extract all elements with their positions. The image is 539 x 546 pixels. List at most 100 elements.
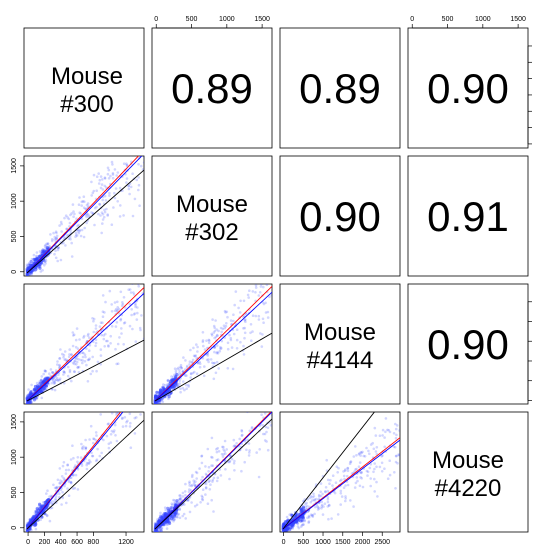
scatter-point xyxy=(63,478,66,482)
scatter-point xyxy=(153,400,157,404)
scatter-point xyxy=(84,447,87,451)
scatter-point xyxy=(361,450,364,454)
scatter-point xyxy=(185,374,188,377)
scatter-point xyxy=(45,514,49,518)
scatter-point xyxy=(58,357,61,360)
scatter-point xyxy=(118,215,122,218)
scatter-point xyxy=(88,438,91,441)
scatter-point xyxy=(365,469,369,473)
scatter-point xyxy=(90,451,93,455)
scatter-point xyxy=(326,505,330,508)
scatter-point xyxy=(244,318,247,321)
scatter-point xyxy=(396,462,399,465)
axis-left_row1: 0 500 1000 1500 xyxy=(11,158,25,274)
scatter-point xyxy=(327,503,331,507)
scatter-point xyxy=(258,291,262,294)
scatter-point xyxy=(311,515,315,518)
scatter-point xyxy=(129,291,133,294)
scatter-point xyxy=(214,371,218,375)
scatter-point xyxy=(324,486,328,489)
scatter-point xyxy=(131,327,134,331)
scatter-point xyxy=(142,161,144,164)
scatter-point xyxy=(216,476,220,480)
scatter-point xyxy=(178,379,181,383)
scatter-point xyxy=(94,431,98,434)
scatter-point xyxy=(240,429,243,432)
scatter-point xyxy=(95,205,98,209)
scatter-point xyxy=(204,493,207,496)
scatter-point xyxy=(238,311,242,314)
scatter-point xyxy=(128,288,132,291)
scatter-point xyxy=(35,381,39,385)
scatter-point xyxy=(306,516,309,520)
scatter-point xyxy=(115,174,118,177)
scatter-point xyxy=(355,467,358,471)
scatter-point xyxy=(135,178,139,182)
tick-label: 1000 xyxy=(11,193,18,209)
scatter-point xyxy=(92,441,95,445)
scatter-point xyxy=(388,459,392,463)
scatter-point xyxy=(120,304,124,308)
scatter-point xyxy=(359,471,362,474)
fit-line-black xyxy=(26,419,144,530)
panel-frame-r2-c3 xyxy=(407,283,529,405)
scatter-point xyxy=(208,488,212,491)
scatter-point xyxy=(201,498,205,502)
scatter-point xyxy=(154,533,157,536)
scatter-point xyxy=(230,346,234,349)
scatter-point xyxy=(335,465,339,469)
scatter-point xyxy=(227,460,230,464)
scatter-point xyxy=(211,480,214,483)
scatter-point xyxy=(74,464,77,467)
scatter-point xyxy=(193,483,196,487)
scatter-point xyxy=(243,331,247,335)
panel-frame-r0-c3 xyxy=(407,27,529,149)
scatter-point xyxy=(43,244,47,248)
scatter-point xyxy=(35,251,39,254)
scatter-point xyxy=(59,479,62,483)
scatter-point xyxy=(187,490,191,494)
scatter-point xyxy=(288,527,292,532)
scatter-point xyxy=(103,184,107,188)
scatter-point xyxy=(166,379,169,382)
scatter-point xyxy=(262,321,265,325)
scatter-point xyxy=(388,473,392,477)
scatter-point xyxy=(238,437,241,441)
scatter-point xyxy=(97,182,101,185)
scatter-point xyxy=(53,486,57,490)
scatter-point xyxy=(232,445,236,448)
scatter-point xyxy=(383,445,387,449)
scatter-point xyxy=(101,198,104,202)
scatter-point xyxy=(128,324,132,328)
scatter-point xyxy=(188,510,192,514)
scatter-point xyxy=(284,520,288,524)
scatter-point xyxy=(76,467,80,471)
scatter-point xyxy=(102,215,106,219)
scatter-point xyxy=(99,175,103,178)
scatter-point xyxy=(68,225,71,228)
scatter-point xyxy=(91,317,94,320)
scatter-point xyxy=(66,374,70,378)
scatter-point xyxy=(220,346,223,350)
scatter-point xyxy=(206,447,210,451)
tick-label: 600 xyxy=(71,539,83,546)
scatter-point xyxy=(103,210,107,214)
scatter-point xyxy=(219,474,223,477)
scatter-point xyxy=(239,299,242,303)
scatter-point xyxy=(354,468,357,471)
scatter-point xyxy=(329,478,332,482)
tick-label: 500 xyxy=(442,16,454,23)
scatter-point xyxy=(131,284,134,285)
scatter-point xyxy=(154,408,157,411)
scatter-point xyxy=(26,404,29,407)
scatter-point xyxy=(177,512,181,516)
scatter-point xyxy=(41,380,45,384)
scatter-point xyxy=(84,355,87,359)
scatter-point xyxy=(122,214,125,217)
scatter-point xyxy=(154,533,157,536)
scatter-point xyxy=(101,218,105,221)
scatter-point xyxy=(25,272,29,276)
scatter-point xyxy=(215,450,219,454)
scatter-point xyxy=(113,301,117,304)
scatter-point xyxy=(68,353,71,356)
